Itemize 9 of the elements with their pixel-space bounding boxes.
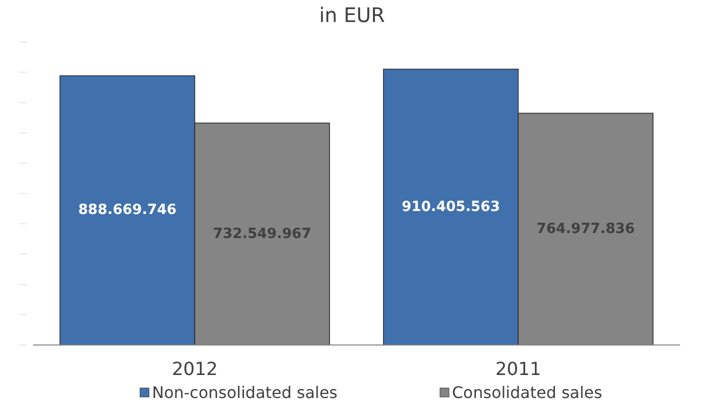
data-label: 910.405.563 — [402, 198, 500, 215]
chart-title: in EUR — [319, 3, 385, 27]
data-label: 732.549.967 — [212, 226, 312, 242]
data-label: 764.977.836 — [536, 220, 635, 237]
x-tick-label: 2011 — [495, 359, 542, 380]
legend-label: Non-consolidated sales — [152, 383, 338, 402]
x-tick-label: 2012 — [172, 359, 218, 380]
data-label: 888.669.746 — [78, 202, 177, 218]
legend-label: Consolidated sales — [452, 383, 602, 402]
